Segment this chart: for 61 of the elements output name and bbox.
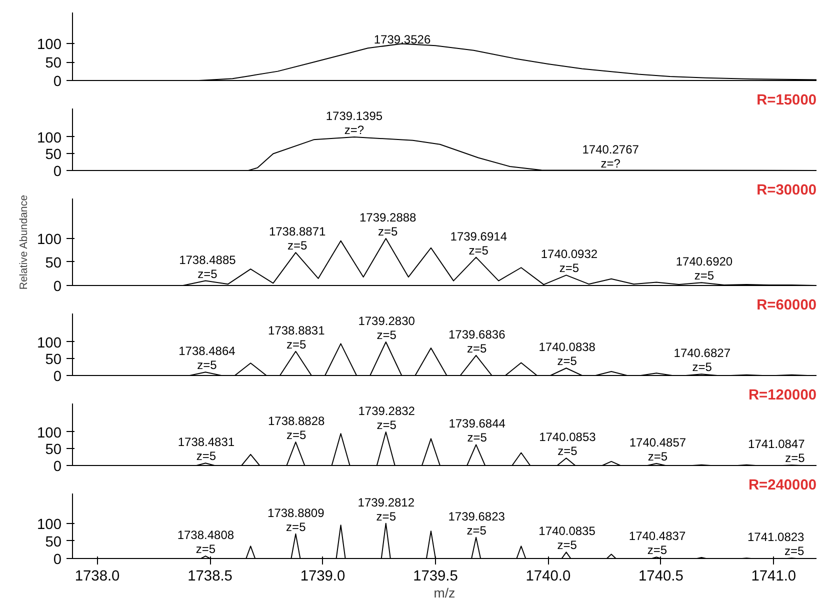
annotation: 1739.1395 z=? xyxy=(326,108,383,137)
annotation: 1740.6920 z=5 xyxy=(676,254,733,283)
annotation: 1738.4864 z=5 xyxy=(178,344,236,372)
annotation: 1739.6836 z=5 xyxy=(448,327,506,356)
x-tick-label: 1738.0 xyxy=(74,568,120,584)
annotation: 1739.6823 z=5 xyxy=(448,509,506,538)
y-tick-label: 50 xyxy=(45,56,62,72)
annotation: 1739.6844 z=5 xyxy=(448,416,506,445)
annotation: 1740.0932 z=5 xyxy=(540,247,598,276)
annotation: 1739.2830 z=5 xyxy=(358,314,416,342)
annotation: 1740.0838 z=5 xyxy=(538,340,596,368)
annotation: 1740.0853 z=5 xyxy=(539,430,596,458)
y-axis-title: Relative Abundance xyxy=(18,194,30,290)
annotation: 1741.0847 z=5 xyxy=(748,437,806,466)
y-tick-label: 100 xyxy=(37,425,62,442)
y-tick-label: 50 xyxy=(45,255,62,272)
y-tick-label: 100 xyxy=(37,516,62,533)
annotation: 1740.4837 z=5 xyxy=(628,529,686,558)
y-tick-label: 50 xyxy=(45,352,62,368)
y-tick-label: 50 xyxy=(45,147,62,164)
annotation: 1740.2767 z=? xyxy=(582,142,640,170)
x-tick-label: 1739.5 xyxy=(413,568,458,584)
annotation: 1738.8809 z=5 xyxy=(268,506,325,534)
annotation: 1739.3526 xyxy=(374,32,431,47)
annotation: 1740.4857 z=5 xyxy=(629,435,686,464)
y-tick-label: 100 xyxy=(37,335,62,352)
annotation: 1738.4885 z=5 xyxy=(179,252,236,281)
annotation: 1739.2832 z=5 xyxy=(358,404,416,432)
x-tick-label: 1740.0 xyxy=(526,568,571,584)
annotation: 1740.6827 z=5 xyxy=(674,346,731,374)
chart-title: R=120000 xyxy=(748,388,817,404)
y-tick-label: 0 xyxy=(53,552,62,568)
y-tick-label: 0 xyxy=(53,459,62,475)
y-tick-label: 50 xyxy=(45,442,62,458)
x-axis-title: m/z xyxy=(434,586,456,600)
annotation: 1739.2812 z=5 xyxy=(358,495,415,524)
annotation: 1741.0823 z=5 xyxy=(747,530,805,558)
x-tick-label: 1740.5 xyxy=(638,568,684,584)
annotation: 1740.0835 z=5 xyxy=(538,524,596,552)
chart-title: R=240000 xyxy=(748,478,817,494)
y-tick-label: 0 xyxy=(53,369,62,385)
chart-title: R=15000 xyxy=(756,92,817,108)
x-tick-label: 1741.0 xyxy=(751,568,796,584)
y-tick-label: 0 xyxy=(53,279,62,295)
annotation: 1739.6914 z=5 xyxy=(450,229,508,258)
annotation: 1739.2888 z=5 xyxy=(360,210,417,238)
y-tick-label: 0 xyxy=(53,74,62,90)
y-tick-label: 100 xyxy=(37,130,62,146)
annotation: 1738.4831 z=5 xyxy=(178,435,235,464)
x-tick-label: 1738.5 xyxy=(188,568,232,584)
y-tick-label: 50 xyxy=(45,534,62,550)
y-tick-label: 100 xyxy=(37,37,62,54)
annotation: 1738.8871 z=5 xyxy=(268,224,326,253)
x-tick-label: 1739.0 xyxy=(300,568,346,584)
y-tick-label: 100 xyxy=(37,232,62,248)
chart-title: R=60000 xyxy=(756,298,817,314)
annotation: 1738.8831 z=5 xyxy=(268,323,326,352)
annotation: 1738.4808 z=5 xyxy=(177,528,234,556)
y-tick-label: 0 xyxy=(53,164,62,180)
chart-title: R=30000 xyxy=(756,182,817,198)
annotation: 1738.8828 z=5 xyxy=(268,414,326,442)
